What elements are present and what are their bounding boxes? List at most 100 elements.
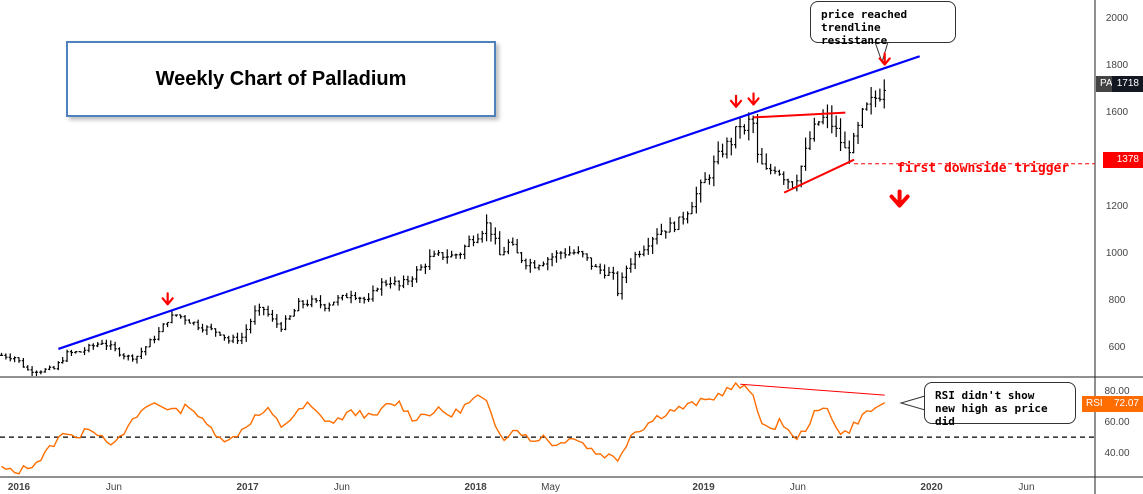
resistance-trendline [57,55,921,351]
axes: 60080010001200140016001800200040.0060.00… [8,13,1130,493]
price-bar [803,137,808,171]
price-bar [21,357,25,368]
price-bar [26,365,30,371]
price-bar [624,265,629,284]
price-bar [34,370,39,376]
price-bar [423,263,428,275]
price-bar [96,342,100,348]
price-bar [61,356,65,364]
price-bar [384,279,388,287]
time-tick-label: Jun [334,482,350,493]
price-bar [301,300,305,309]
price-bar [755,113,760,163]
price-bar [231,334,235,344]
price-bar [865,102,869,111]
price-bar [720,143,725,158]
price-bar [82,347,87,356]
price-bar [39,370,43,375]
price-bar [738,116,742,139]
chart-title: Weekly Chart of Palladium [155,67,407,90]
price-bar [244,324,248,342]
time-tick-label: 2020 [920,482,943,493]
time-tick-label: Jun [106,482,122,493]
price-bar [209,323,213,331]
price-bar [484,214,489,242]
price-bar [817,121,821,126]
price-bar [371,285,375,302]
price-bar [856,121,860,144]
price-bar [476,233,480,244]
price-tick-label: 600 [1109,342,1126,353]
price-bar [432,250,436,258]
price-bar [786,178,790,189]
price-bar [764,153,768,170]
price-bar [445,249,449,264]
price-bar [117,347,122,357]
price-bar [393,276,397,286]
price-bar [611,266,615,280]
price-bar [419,264,423,271]
price-bar [506,239,511,255]
rsi-value-tag: 72.07 [1106,396,1143,412]
price-bar [620,272,624,300]
price-bar [602,264,607,279]
time-tick-label: 2019 [692,482,715,493]
price-bar [336,294,340,306]
price-bars [0,79,886,376]
price-bar [0,352,4,356]
price-bar [458,252,462,259]
price-bar [275,314,279,328]
big-red-arrow [889,189,910,208]
price-bar [345,292,349,299]
rsi-divergence-line [740,383,885,396]
price-bar [200,323,205,333]
triangle-line [783,158,855,194]
price-bar [751,115,755,134]
triangle-line [753,111,846,119]
price-bar [253,305,257,325]
price-bar [694,186,698,214]
price-bar [576,246,580,255]
drawings [57,41,1095,411]
price-tick-label: 1200 [1106,201,1129,212]
price-bar [629,258,633,273]
price-bar [187,319,192,324]
price-bar [318,295,323,309]
price-bar [493,227,497,245]
price-bar [222,334,226,341]
price-bar [270,309,275,322]
price-bar [257,303,261,316]
time-tick-label: 2018 [464,482,487,493]
price-bar [838,118,843,152]
red-arrow [747,92,760,106]
price-bar [297,298,301,312]
price-bar [152,335,157,344]
price-bar [52,365,56,370]
price-bar [283,315,288,331]
price-bar [441,252,445,261]
price-tick-label: 2000 [1106,13,1129,24]
price-bar [607,266,611,276]
price-bar [362,296,366,304]
price-bar [747,112,751,141]
price-bar [74,350,78,354]
price-bar [554,250,559,263]
price-bar [843,131,847,149]
price-bar [541,261,545,267]
price-bar [235,332,240,344]
price-bar [659,223,663,236]
price-bar [651,236,655,254]
price-bar [218,331,222,336]
price-tick-label: 800 [1109,295,1126,306]
price-bar [637,250,642,258]
callout-line: trendline resistance [821,21,888,47]
price-bar [550,252,554,267]
price-bar [450,250,454,258]
rsi-tick-label: 40.00 [1104,448,1129,459]
red-arrow [878,52,891,66]
price-bar [812,117,816,142]
price-bar [537,264,541,271]
price-bar [646,237,650,255]
price-bar [668,217,672,233]
price-bar [782,171,786,185]
